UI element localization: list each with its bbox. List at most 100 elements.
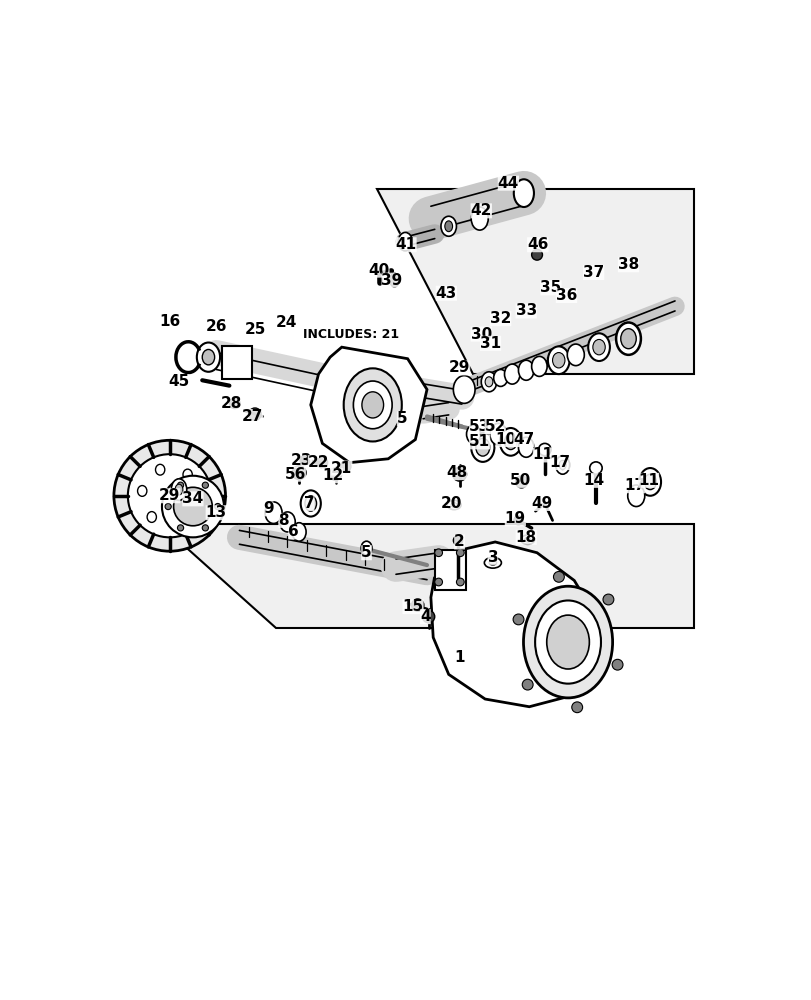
Polygon shape [431, 542, 597, 707]
Circle shape [434, 578, 442, 586]
Polygon shape [376, 189, 693, 374]
Text: 10: 10 [495, 432, 516, 447]
Text: 2: 2 [453, 534, 465, 549]
Ellipse shape [171, 479, 187, 500]
Ellipse shape [592, 339, 604, 355]
Ellipse shape [196, 343, 220, 372]
Circle shape [202, 525, 208, 531]
Ellipse shape [616, 323, 640, 355]
Circle shape [202, 482, 208, 488]
Text: 44: 44 [497, 176, 518, 191]
Polygon shape [311, 347, 427, 463]
Circle shape [521, 679, 533, 690]
Ellipse shape [353, 381, 392, 429]
Text: 17: 17 [624, 478, 645, 493]
Ellipse shape [484, 377, 492, 387]
Text: 24: 24 [275, 315, 296, 330]
Ellipse shape [520, 535, 534, 544]
Text: 16: 16 [159, 314, 180, 329]
Ellipse shape [638, 468, 660, 496]
Text: 1: 1 [453, 650, 464, 665]
Text: 11: 11 [637, 473, 659, 488]
Ellipse shape [620, 329, 636, 349]
Circle shape [161, 476, 224, 537]
Ellipse shape [500, 428, 521, 456]
Text: 29: 29 [159, 488, 180, 503]
Text: 39: 39 [381, 273, 402, 288]
Text: 17: 17 [549, 455, 570, 470]
Ellipse shape [343, 368, 401, 441]
Text: 7: 7 [303, 496, 314, 511]
Ellipse shape [300, 490, 320, 517]
Text: 46: 46 [526, 237, 548, 252]
Text: 45: 45 [168, 374, 190, 389]
Ellipse shape [398, 232, 412, 251]
Ellipse shape [493, 369, 507, 386]
Ellipse shape [517, 360, 534, 380]
Circle shape [513, 614, 523, 625]
Ellipse shape [182, 469, 192, 480]
Bar [434, 550, 466, 590]
Ellipse shape [504, 364, 519, 384]
Circle shape [165, 503, 171, 510]
Ellipse shape [305, 496, 316, 511]
Ellipse shape [137, 486, 147, 496]
Circle shape [214, 503, 221, 510]
Text: 21: 21 [331, 461, 352, 476]
Text: 53: 53 [469, 419, 490, 434]
Ellipse shape [555, 456, 569, 474]
Text: 20: 20 [440, 496, 462, 511]
Ellipse shape [523, 586, 611, 698]
Circle shape [411, 599, 423, 611]
Circle shape [456, 549, 464, 557]
Ellipse shape [447, 500, 461, 510]
Text: 40: 40 [368, 263, 389, 278]
Text: 9: 9 [263, 501, 273, 516]
Circle shape [229, 398, 240, 409]
Text: 49: 49 [530, 496, 551, 511]
Circle shape [603, 594, 613, 605]
Text: 18: 18 [515, 530, 536, 545]
Text: 8: 8 [278, 513, 289, 528]
Ellipse shape [470, 433, 494, 462]
Text: 15: 15 [402, 599, 423, 614]
Circle shape [531, 249, 542, 260]
Circle shape [571, 702, 582, 713]
Circle shape [178, 525, 183, 531]
Text: 23: 23 [290, 453, 311, 468]
Text: 32: 32 [489, 311, 511, 326]
Text: 51: 51 [469, 434, 490, 449]
Ellipse shape [292, 523, 306, 541]
Ellipse shape [202, 349, 214, 365]
Ellipse shape [361, 541, 371, 555]
Circle shape [299, 456, 309, 465]
Ellipse shape [389, 273, 399, 287]
Text: 4: 4 [419, 609, 430, 624]
Circle shape [452, 467, 466, 481]
Ellipse shape [531, 356, 547, 376]
Text: 34: 34 [182, 491, 204, 506]
Text: 47: 47 [513, 432, 534, 447]
Circle shape [114, 440, 225, 551]
Ellipse shape [643, 474, 655, 490]
Ellipse shape [513, 179, 534, 207]
Ellipse shape [551, 353, 564, 368]
Ellipse shape [475, 438, 489, 456]
Text: 42: 42 [470, 203, 491, 218]
Circle shape [553, 571, 564, 582]
Circle shape [422, 610, 434, 623]
Circle shape [316, 457, 328, 468]
Circle shape [174, 487, 212, 526]
Ellipse shape [481, 372, 496, 392]
Circle shape [248, 408, 261, 420]
Text: 33: 33 [515, 303, 536, 318]
Ellipse shape [517, 437, 534, 457]
Text: 19: 19 [504, 511, 526, 526]
Bar [222, 346, 251, 379]
Text: 6: 6 [288, 524, 298, 539]
Ellipse shape [156, 464, 165, 475]
Text: 31: 31 [479, 336, 500, 351]
Ellipse shape [489, 423, 506, 445]
Circle shape [513, 516, 522, 525]
Ellipse shape [174, 516, 183, 527]
